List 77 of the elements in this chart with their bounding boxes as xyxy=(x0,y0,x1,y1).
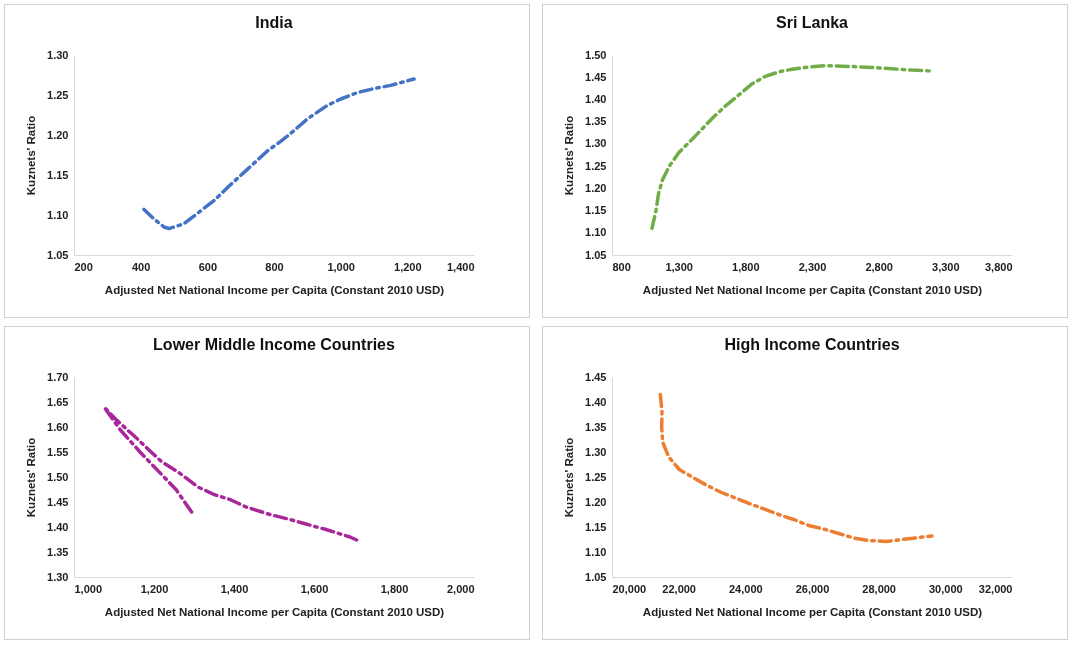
x-tick-label: 600 xyxy=(198,260,218,273)
y-tick-label: 1.45 xyxy=(585,70,607,83)
y-tick-label: 1.45 xyxy=(585,370,607,383)
y-tick-label: 1.30 xyxy=(585,445,607,458)
y-tick-label: 1.30 xyxy=(47,570,69,583)
y-tick-label: 1.45 xyxy=(47,495,69,508)
y-tick-label: 1.20 xyxy=(585,181,607,194)
chart-title: High Income Countries xyxy=(724,336,900,353)
line-series xyxy=(650,63,934,231)
chart-title: India xyxy=(255,14,293,31)
x-tick-label: 800 xyxy=(612,260,631,273)
x-tick-label: 1,600 xyxy=(300,582,329,595)
y-tick-label: 1.35 xyxy=(585,115,607,128)
y-tick-label: 1.40 xyxy=(585,92,607,105)
y-axis-title: Kuznets' Ratio xyxy=(563,115,576,196)
x-tick-label: 1,800 xyxy=(732,260,760,273)
x-tick-label: 1,800 xyxy=(380,582,409,595)
x-tick-label: 1,000 xyxy=(327,260,355,273)
y-tick-label: 1.60 xyxy=(47,420,69,433)
y-tick-label: 1.50 xyxy=(47,470,69,483)
line-series xyxy=(142,77,416,231)
x-tick-label: 800 xyxy=(265,260,284,273)
y-tick-label: 1.40 xyxy=(585,395,607,408)
y-tick-label: 1.25 xyxy=(47,88,69,101)
y-tick-label: 1.10 xyxy=(585,545,607,558)
y-tick-label: 1.10 xyxy=(585,226,607,239)
y-axis-title: Kuznets' Ratio xyxy=(25,115,38,196)
y-tick-label: 1.10 xyxy=(47,208,69,221)
x-tick-label: 3,300 xyxy=(932,260,960,273)
x-tick-label: 28,000 xyxy=(862,582,896,595)
y-tick-label: 1.35 xyxy=(585,420,607,433)
y-tick-label: 1.35 xyxy=(47,545,69,558)
y-tick-label: 1.40 xyxy=(47,520,69,533)
x-tick-label: 1,200 xyxy=(394,260,422,273)
y-tick-label: 1.70 xyxy=(47,370,69,383)
y-tick-label: 1.20 xyxy=(47,128,69,141)
line-series xyxy=(658,392,934,544)
y-tick-label: 1.15 xyxy=(585,204,607,217)
y-tick-label: 1.50 xyxy=(585,48,607,61)
x-axis-title: Adjusted Net National Income per Capita (Constant 2010 USD) xyxy=(642,283,983,296)
x-tick-label: 24,000 xyxy=(729,582,763,595)
y-axis-title: Kuznets' Ratio xyxy=(563,437,576,518)
x-tick-label: 30,000 xyxy=(929,582,963,595)
y-tick-label: 1.55 xyxy=(47,445,69,458)
y-tick-label: 1.05 xyxy=(585,248,607,261)
x-tick-label: 32,000 xyxy=(978,582,1013,595)
y-tick-label: 1.25 xyxy=(585,470,607,483)
x-tick-label: 1,400 xyxy=(220,582,249,595)
x-tick-label: 2,800 xyxy=(865,260,893,273)
x-tick-label: 1,000 xyxy=(74,582,103,595)
x-tick-label: 400 xyxy=(131,260,151,273)
y-tick-label: 1.15 xyxy=(585,520,607,533)
y-axis-title: Kuznets' Ratio xyxy=(25,437,38,518)
y-tick-label: 1.05 xyxy=(585,570,607,583)
y-tick-label: 1.15 xyxy=(47,168,69,181)
y-tick-label: 1.65 xyxy=(47,395,69,408)
x-tick-label: 2,300 xyxy=(798,260,827,273)
y-tick-label: 1.30 xyxy=(47,48,69,61)
chart-title: Sri Lanka xyxy=(775,14,849,31)
y-tick-label: 1.20 xyxy=(585,495,607,508)
y-tick-label: 1.30 xyxy=(585,137,607,150)
x-tick-label: 3,800 xyxy=(984,260,1013,273)
x-axis-title: Adjusted Net National Income per Capita (Constant 2010 USD) xyxy=(104,283,445,296)
x-tick-label: 1,300 xyxy=(665,260,693,273)
x-tick-label: 200 xyxy=(74,260,93,273)
x-tick-label: 22,000 xyxy=(662,582,696,595)
x-tick-label: 2,000 xyxy=(446,582,475,595)
x-axis-title: Adjusted Net National Income per Capita (Constant 2010 USD) xyxy=(642,605,983,618)
line-series xyxy=(102,405,361,543)
y-tick-label: 1.05 xyxy=(47,248,69,261)
x-tick-label: 1,400 xyxy=(446,260,475,273)
x-tick-label: 26,000 xyxy=(795,582,830,595)
x-tick-label: 20,000 xyxy=(612,582,647,595)
x-tick-label: 1,200 xyxy=(140,582,169,595)
x-axis-title: Adjusted Net National Income per Capita (Constant 2010 USD) xyxy=(104,605,445,618)
chart-title: Lower Middle Income Countries xyxy=(153,336,395,353)
y-tick-label: 1.25 xyxy=(585,159,607,172)
